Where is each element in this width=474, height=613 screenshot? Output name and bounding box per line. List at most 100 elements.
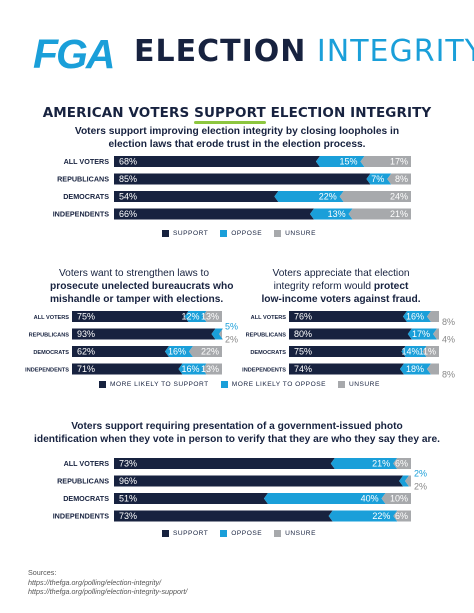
bar-segment-support [114, 510, 333, 522]
data-label: 10% [390, 494, 408, 504]
legend-swatch [274, 530, 282, 537]
data-label: 17% [390, 157, 408, 167]
left-subtitle-line1: Voters want to strengthen laws to [58, 268, 210, 279]
data-label: 22% [201, 347, 219, 357]
legend-label: UNSURE [349, 381, 380, 388]
bar-segment-oppose [399, 475, 410, 487]
main-subtitle: Voters support improving election integr… [0, 125, 474, 151]
row-label: DEMOCRATS [33, 350, 69, 356]
data-label: 93% [77, 329, 95, 339]
bar-segment-unsure [427, 363, 439, 375]
legend-label: MORE LIKELY TO OPPOSE [231, 381, 326, 388]
legend-top: SUPPORT OPPOSE UNSURE [162, 230, 328, 237]
data-label: 16% [181, 364, 199, 374]
data-label: 13% [201, 312, 219, 322]
data-label: 22% [319, 192, 337, 202]
row-label: INDEPENDENTS [53, 512, 110, 521]
data-label: 6% [395, 459, 408, 469]
data-label: 74% [294, 364, 312, 374]
row-label: DEMOCRATS [63, 192, 109, 201]
bar-segment-unsure [219, 328, 223, 340]
sources: Sources: https://thefga.org/polling/elec… [28, 568, 187, 597]
data-label: 8% [395, 174, 408, 184]
bar-segment-more-likely-to-support [289, 328, 412, 340]
row-label: ALL VOTERS [64, 157, 110, 166]
row-label: DEMOCRATS [250, 350, 286, 356]
data-label: 51% [119, 494, 137, 504]
bar-segment-more-likely-to-oppose [400, 363, 431, 375]
bar-segment-oppose [366, 173, 392, 185]
data-label: 76% [294, 312, 312, 322]
data-label: 85% [119, 174, 137, 184]
bar-segment-support [114, 173, 371, 185]
bar-segment-unsure [360, 156, 411, 167]
main-subtitle-line1: Voters support improving election integr… [74, 126, 400, 137]
data-label: 62% [77, 347, 95, 357]
legend-unsure: UNSURE [274, 230, 316, 237]
row-label: REPUBLICANS [57, 477, 109, 486]
data-label: 71% [77, 364, 95, 374]
bar-segment-unsure [348, 208, 411, 220]
data-label: 7% [371, 174, 384, 184]
source-link-2[interactable]: https://thefga.org/polling/election-inte… [28, 587, 188, 596]
data-label: 15% [339, 157, 357, 167]
data-label: 2% [225, 335, 238, 345]
legend-label: UNSURE [285, 230, 316, 237]
bar-segment-oppose [310, 208, 353, 220]
legend-swatch [220, 530, 228, 537]
data-label: 12% [181, 312, 199, 322]
source-link-1[interactable]: https://thefga.org/polling/election-inte… [28, 577, 162, 587]
row-label: ALL VOTERS [251, 315, 287, 321]
legend-swatch [220, 381, 228, 388]
row-label: REPUBLICANS [246, 333, 287, 339]
data-label: 8% [442, 370, 455, 380]
bar-segment-unsure [339, 191, 411, 202]
bar-segment-unsure [202, 311, 222, 322]
bar-segment-more-likely-to-oppose [165, 346, 193, 357]
bottom-subtitle-line1: Voters support requiring presentation of… [71, 421, 403, 432]
data-label: 6% [395, 511, 408, 521]
data-label: 2% [414, 482, 427, 492]
legend-label: SUPPORT [173, 530, 209, 537]
legend-label: OPPOSE [231, 230, 263, 237]
legend-swatch [162, 530, 169, 537]
bar-segment-support [114, 493, 268, 504]
legend-support: SUPPORT [162, 230, 208, 237]
data-label: 24% [390, 192, 408, 202]
bar-segment-more-likely-to-support [289, 346, 406, 357]
header-title-bold: ELECTION [134, 34, 307, 69]
bar-segment-unsure [422, 346, 439, 357]
bar-segment-more-likely-to-support [289, 363, 404, 375]
right-subtitle-line2-bold: protect [373, 281, 409, 292]
data-label: 75% [294, 347, 312, 357]
right-subtitle-line1: Voters appreciate that election [272, 268, 410, 279]
bar-segment-more-likely-to-support [72, 363, 183, 375]
bar-segment-unsure [393, 510, 411, 522]
legend-swatch [162, 230, 169, 237]
data-label: 13% [328, 209, 346, 219]
bar-segment-more-likely-to-support [289, 311, 407, 322]
legend-oppose-b: OPPOSE [220, 530, 262, 537]
left-subtitle-line3: mishandle or tamper with elections. [50, 294, 224, 305]
legend-more-oppose: MORE LIKELY TO OPPOSE [220, 381, 326, 388]
data-label: 2% [414, 469, 427, 479]
bar-segment-unsure [387, 173, 411, 185]
data-label: 4% [442, 335, 455, 345]
data-label: 18% [406, 364, 424, 374]
legend-oppose: OPPOSE [220, 230, 262, 237]
data-label: 54% [119, 192, 137, 202]
data-label: 8% [442, 317, 455, 327]
left-subtitle-line2: prosecute unelected bureaucrats who [50, 281, 234, 292]
legend-label: UNSURE [285, 530, 316, 537]
bar-segment-more-likely-to-oppose [403, 311, 431, 322]
bar-segment-more-likely-to-oppose [178, 363, 207, 375]
bar-segment-unsure [381, 493, 411, 504]
main-title-post: ELECTION INTEGRITY [265, 105, 432, 121]
legend-support-b: SUPPORT [162, 530, 208, 537]
main-subtitle-line2: election laws that erode trust in the el… [108, 139, 366, 150]
bar-segment-more-likely-to-oppose [401, 346, 427, 357]
row-label: INDEPENDENTS [53, 210, 110, 219]
bar-segment-unsure [405, 475, 411, 487]
legend-more-support: MORE LIKELY TO SUPPORT [99, 381, 209, 388]
